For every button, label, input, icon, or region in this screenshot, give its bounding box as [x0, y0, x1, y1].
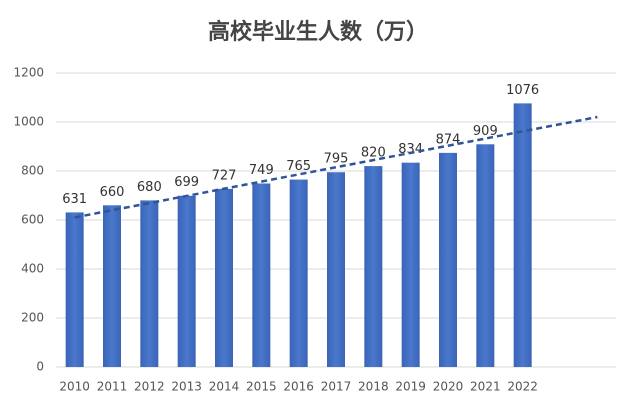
y-tick-label: 600: [21, 213, 44, 227]
value-label: 795: [324, 152, 349, 167]
x-tick-label: 2021: [470, 380, 501, 394]
bar: [476, 144, 495, 367]
y-tick-label: 1200: [13, 66, 44, 80]
bar: [65, 212, 84, 367]
y-tick-label: 400: [21, 262, 44, 276]
value-label: 660: [100, 185, 125, 200]
x-tick-label: 2022: [507, 380, 538, 394]
trend-line: [74, 115, 598, 219]
bar: [103, 205, 121, 367]
value-label: 631: [62, 192, 87, 207]
bar: [289, 179, 308, 367]
x-tick-label: 2017: [321, 380, 352, 394]
chart-title: 高校毕业生人数（万）: [208, 19, 428, 45]
x-tick-label: 2016: [283, 380, 314, 394]
value-label: 1076: [506, 83, 539, 98]
bar: [140, 200, 159, 367]
x-tick-label: 2018: [358, 380, 389, 394]
bar: [252, 183, 271, 367]
bar: [177, 195, 196, 367]
bar: [513, 103, 532, 367]
x-tick-label: 2020: [433, 380, 464, 394]
y-tick-label: 1000: [13, 115, 44, 129]
bar: [327, 172, 345, 367]
y-tick-label: 800: [21, 164, 44, 178]
x-tick-label: 2012: [134, 380, 165, 394]
x-tick-label: 2015: [246, 380, 277, 394]
bar: [439, 152, 457, 367]
bar: [364, 166, 383, 367]
x-tick-label: 2013: [171, 380, 202, 394]
y-tick-label: 0: [36, 360, 44, 374]
bar: [215, 188, 233, 367]
bar: [401, 162, 420, 367]
value-label: 749: [249, 163, 274, 178]
value-label: 727: [212, 168, 237, 183]
x-tick-label: 2019: [395, 380, 426, 394]
value-label: 909: [473, 124, 498, 139]
x-tick-label: 2011: [97, 380, 128, 394]
value-label: 680: [137, 180, 162, 195]
value-label: 699: [174, 175, 199, 190]
y-tick-label: 200: [21, 311, 44, 325]
x-tick-label: 2010: [59, 380, 90, 394]
value-label: 874: [436, 132, 461, 147]
value-label: 820: [361, 146, 386, 161]
x-tick-label: 2014: [209, 380, 240, 394]
value-label: 765: [286, 159, 311, 174]
